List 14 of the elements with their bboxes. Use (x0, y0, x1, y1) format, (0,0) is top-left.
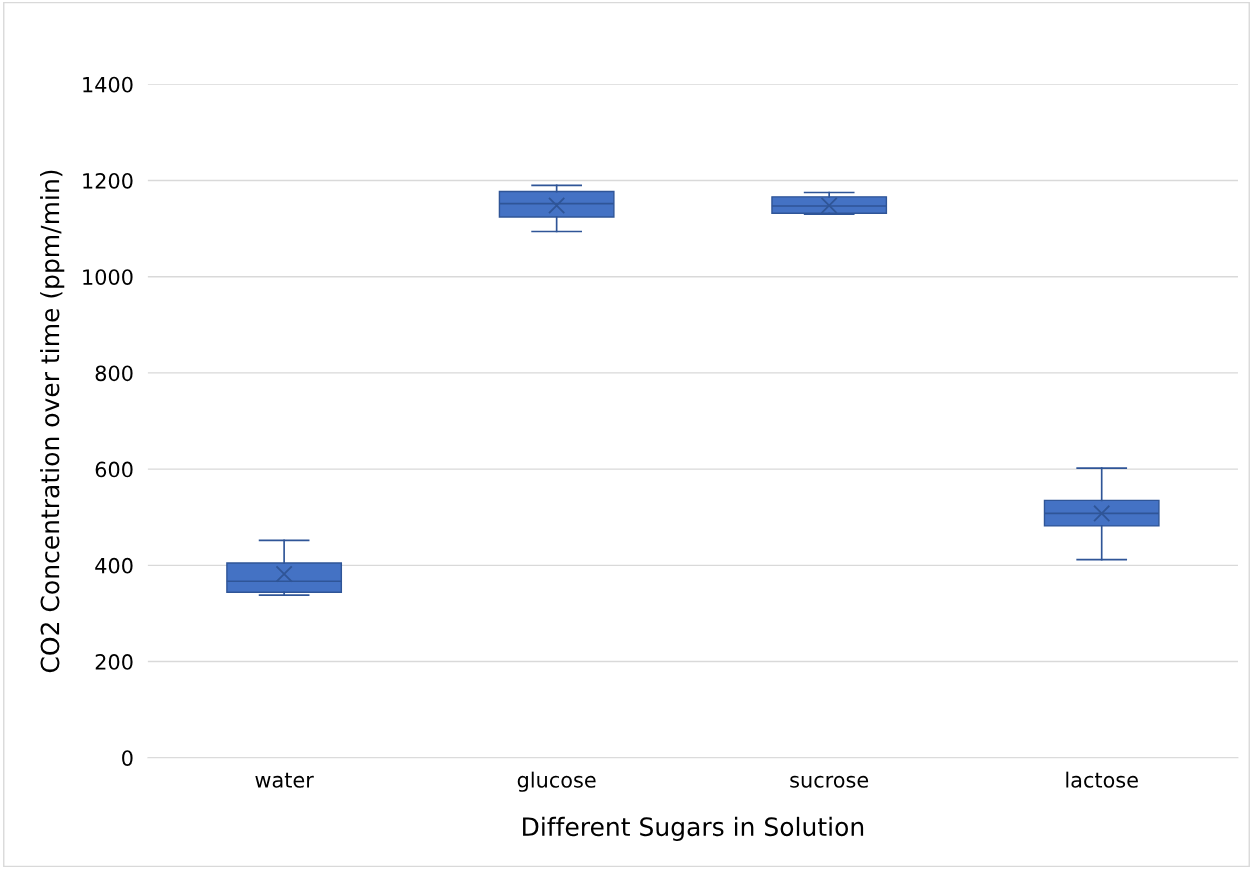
y-tick-label: 400 (95, 557, 133, 574)
y-tick-label: 1400 (83, 76, 133, 93)
x-tick-label: water (255, 772, 314, 788)
y-tick-label: 600 (95, 461, 133, 478)
y-tick-label: 200 (95, 654, 133, 670)
y-axis-title: CO2 Concentration over time (ppm/min) (40, 170, 65, 673)
x-tick-label: sucrose (790, 775, 869, 788)
x-tick-label: glucose (517, 771, 596, 792)
x-axis-title: Different Sugars in Solution (523, 816, 864, 842)
y-tick-label: 1000 (83, 269, 133, 285)
y-tick-label: 1200 (83, 172, 133, 189)
y-tick-label: 800 (95, 365, 133, 382)
y-tick-label: 0 (122, 750, 133, 766)
x-tick-label: lactose (1066, 771, 1138, 788)
